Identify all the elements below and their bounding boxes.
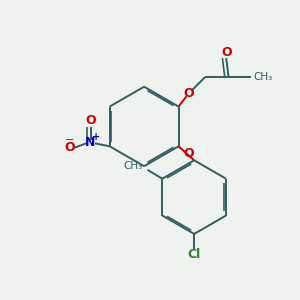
- Text: O: O: [184, 87, 194, 100]
- Text: O: O: [183, 147, 194, 160]
- Text: O: O: [85, 114, 96, 127]
- Text: O: O: [64, 141, 75, 154]
- Text: CH₃: CH₃: [254, 72, 273, 82]
- Text: N: N: [85, 136, 96, 149]
- Text: O: O: [221, 46, 232, 59]
- Text: −: −: [65, 135, 75, 146]
- Text: CH₃: CH₃: [123, 161, 142, 171]
- Text: Cl: Cl: [188, 248, 201, 261]
- Text: +: +: [92, 132, 100, 142]
